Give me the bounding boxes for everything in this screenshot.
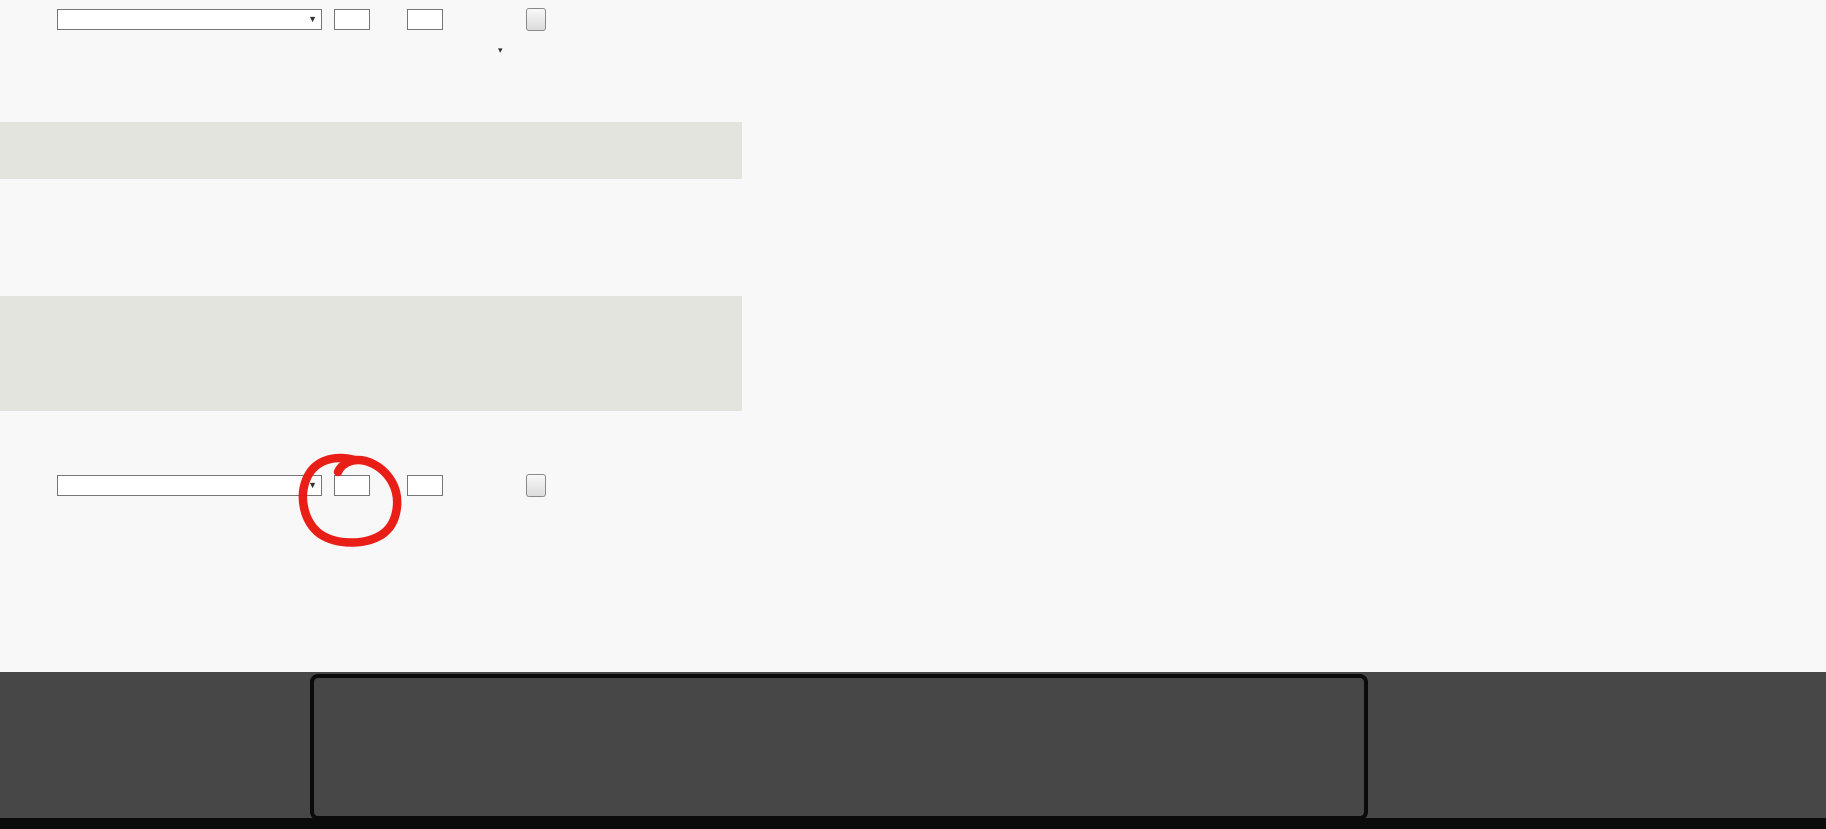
- ubakus-uvalue-calculator: ▼ ▾ ▼: [0, 0, 1826, 829]
- rsi-button[interactable]: [526, 8, 546, 31]
- chevron-down-icon: ▼: [308, 476, 317, 495]
- layer-group-highlight: [0, 296, 742, 411]
- outside-row: ▼: [0, 474, 745, 498]
- chevron-down-icon: ▼: [308, 10, 317, 29]
- results-frame: [310, 674, 1368, 820]
- chevron-down-icon: ▾: [498, 45, 503, 55]
- inside-humidity-input[interactable]: [407, 9, 443, 30]
- layer-form: ▼ ▾ ▼: [0, 0, 760, 560]
- inside-surface-select[interactable]: ▼: [57, 9, 322, 30]
- outside-temperature-input[interactable]: [334, 475, 370, 496]
- outside-surface-select[interactable]: ▼: [57, 475, 322, 496]
- layer-group-highlight: [0, 122, 742, 179]
- inside-row: ▼: [0, 8, 745, 32]
- rse-button[interactable]: [526, 474, 546, 497]
- column-header-row: ▾: [0, 41, 745, 65]
- distance-column-label[interactable]: ▾: [498, 41, 503, 56]
- outside-humidity-input[interactable]: [407, 475, 443, 496]
- construction-diagram: [895, 40, 1826, 510]
- red-annotation-circle: [295, 448, 417, 556]
- results-bar: [0, 672, 1826, 829]
- results-bottom-edge: [0, 818, 1826, 829]
- inside-temperature-input[interactable]: [334, 9, 370, 30]
